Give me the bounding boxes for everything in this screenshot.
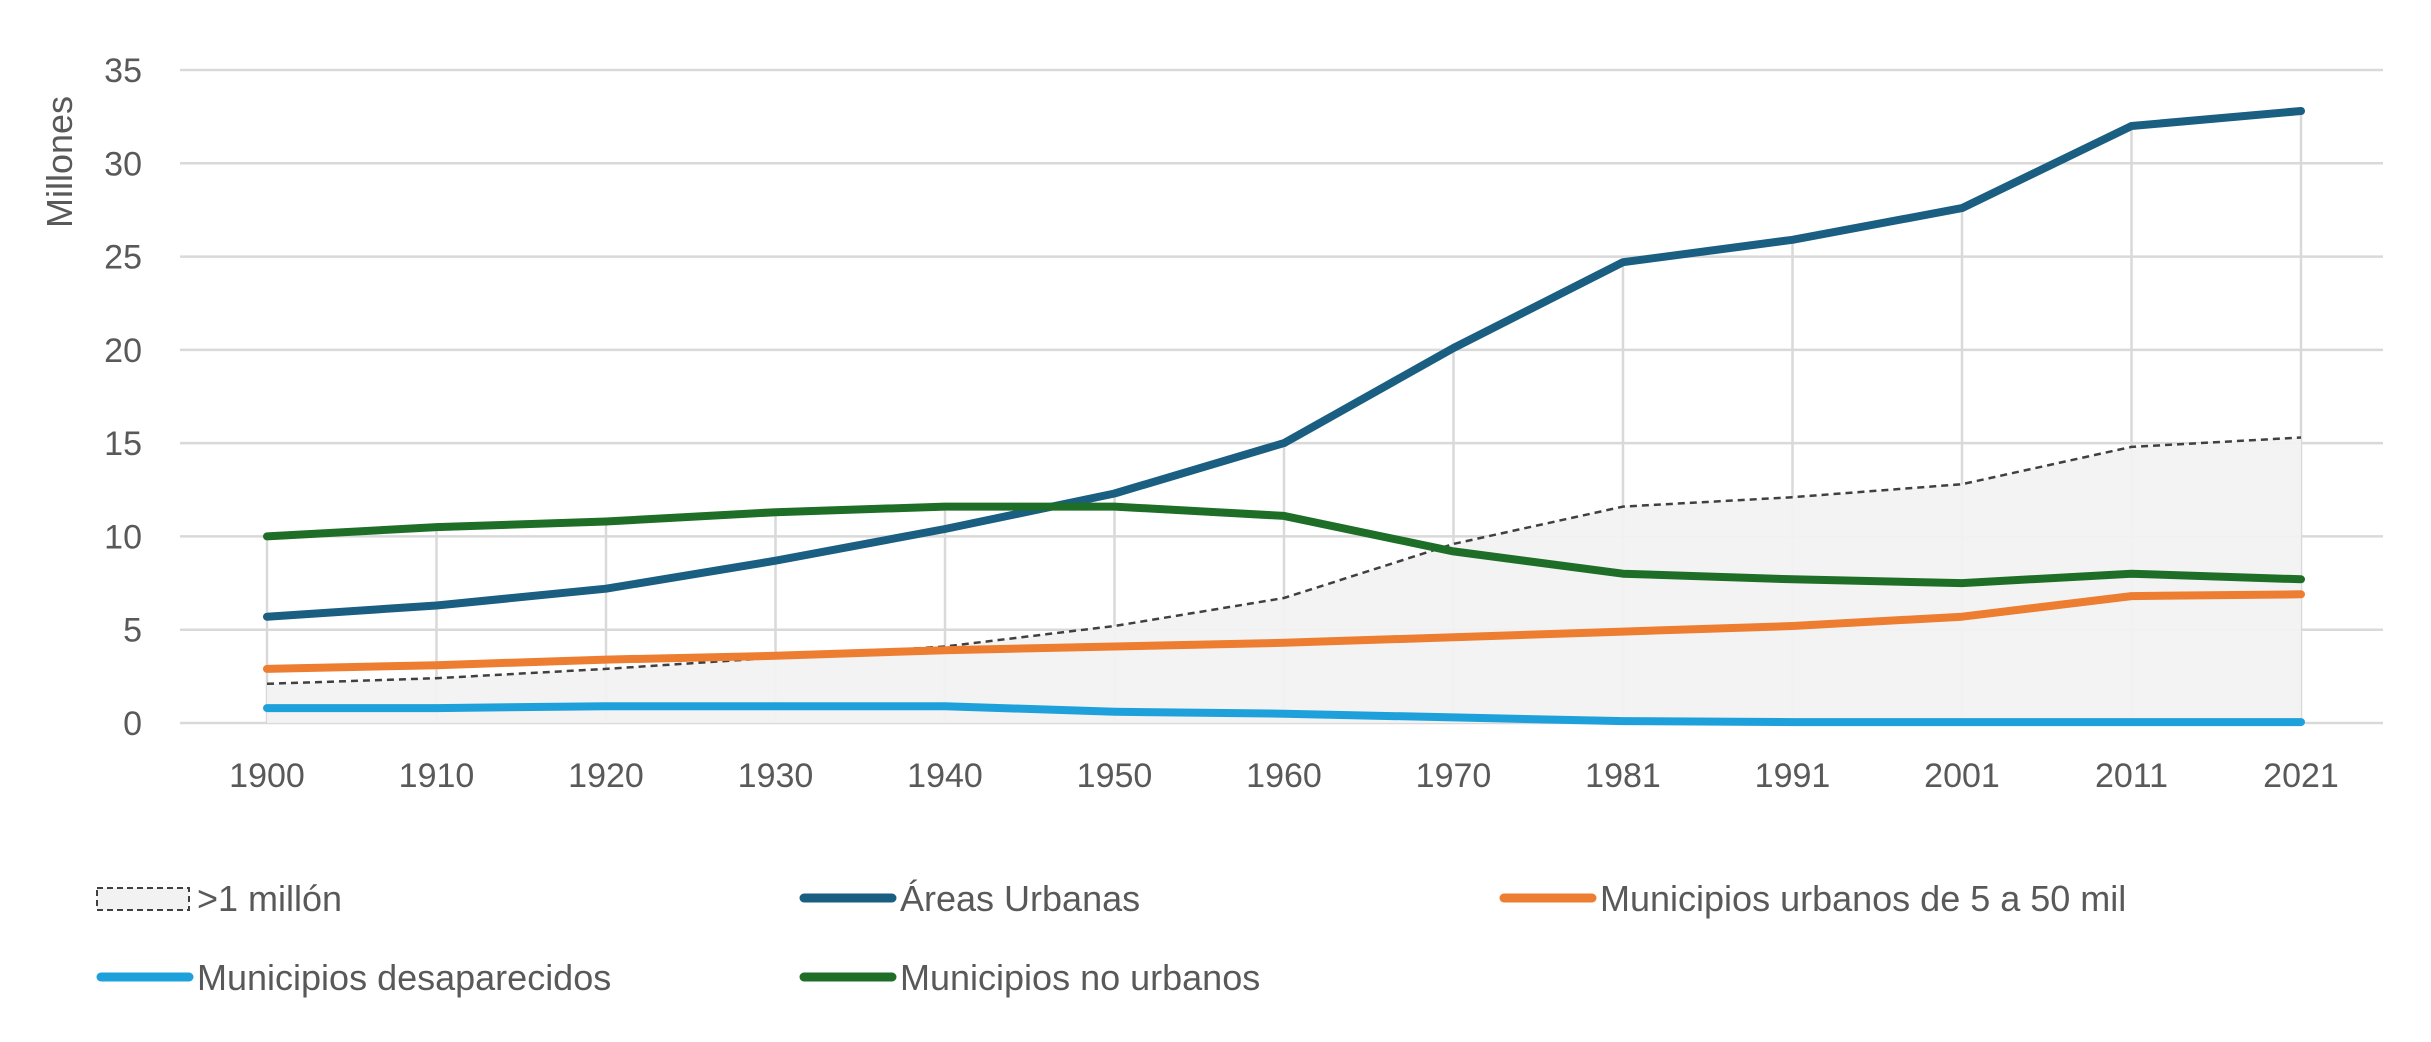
x-tick-label: 1930 xyxy=(738,757,814,795)
y-tick-label: 25 xyxy=(104,239,142,277)
x-tick-label: 1910 xyxy=(399,757,475,795)
legend-swatch xyxy=(96,887,190,911)
legend-item: Municipios no urbanos xyxy=(799,957,1260,998)
x-tick-label: 1940 xyxy=(907,757,983,795)
x-tick-label: 1960 xyxy=(1246,757,1322,795)
legend-item: Municipios urbanos de 5 a 50 mil xyxy=(1499,878,2126,919)
y-axis-title: Millones xyxy=(39,96,80,228)
x-tick-label: 1950 xyxy=(1077,757,1153,795)
area-series-layer xyxy=(266,436,2302,723)
series-area-fill xyxy=(267,437,2301,723)
x-tick-label: 1920 xyxy=(568,757,644,795)
y-tick-label: 5 xyxy=(123,612,142,650)
y-tick-label: 10 xyxy=(104,518,142,556)
x-tick-label: 2001 xyxy=(1924,757,2000,795)
series-line xyxy=(263,107,2305,621)
y-tick-label: 20 xyxy=(104,332,142,370)
x-tick-label: 2021 xyxy=(2263,757,2339,795)
series-line xyxy=(263,590,2305,673)
line-series-layer xyxy=(263,107,2305,727)
y-axis-ticks: 0 5 10 15 20 25 30 35 xyxy=(104,52,142,743)
y-tick-label: 35 xyxy=(104,52,142,90)
legend-label: >1 millón xyxy=(197,878,342,919)
legend-label: Municipios desaparecidos xyxy=(197,957,611,998)
x-tick-label: 2011 xyxy=(2095,757,2168,795)
legend-item: Municipios desaparecidos xyxy=(96,957,611,998)
legend-item: Áreas Urbanas xyxy=(799,878,1140,919)
y-tick-label: 30 xyxy=(104,145,142,183)
y-tick-label: 0 xyxy=(123,705,142,743)
legend-label: Áreas Urbanas xyxy=(900,878,1140,919)
legend: >1 millón Áreas Urbanas Municipios urbanos… xyxy=(96,878,2126,998)
legend-item: >1 millón xyxy=(96,878,342,919)
x-tick-label: 1970 xyxy=(1416,757,1492,795)
x-tick-label: 1991 xyxy=(1755,757,1831,795)
series-line xyxy=(263,502,2305,588)
x-tick-label: 1900 xyxy=(229,757,305,795)
legend-label: Municipios no urbanos xyxy=(900,957,1260,998)
series-area-outline xyxy=(266,436,2302,686)
y-tick-label: 15 xyxy=(104,425,142,463)
legend-label: Municipios urbanos de 5 a 50 mil xyxy=(1600,878,2126,919)
x-axis-ticks: 1900 1910 1920 1930 1940 1950 1960 1970 1981 1991… xyxy=(229,757,2339,795)
series-line xyxy=(263,702,2305,727)
x-tick-label: 1981 xyxy=(1585,757,1661,795)
